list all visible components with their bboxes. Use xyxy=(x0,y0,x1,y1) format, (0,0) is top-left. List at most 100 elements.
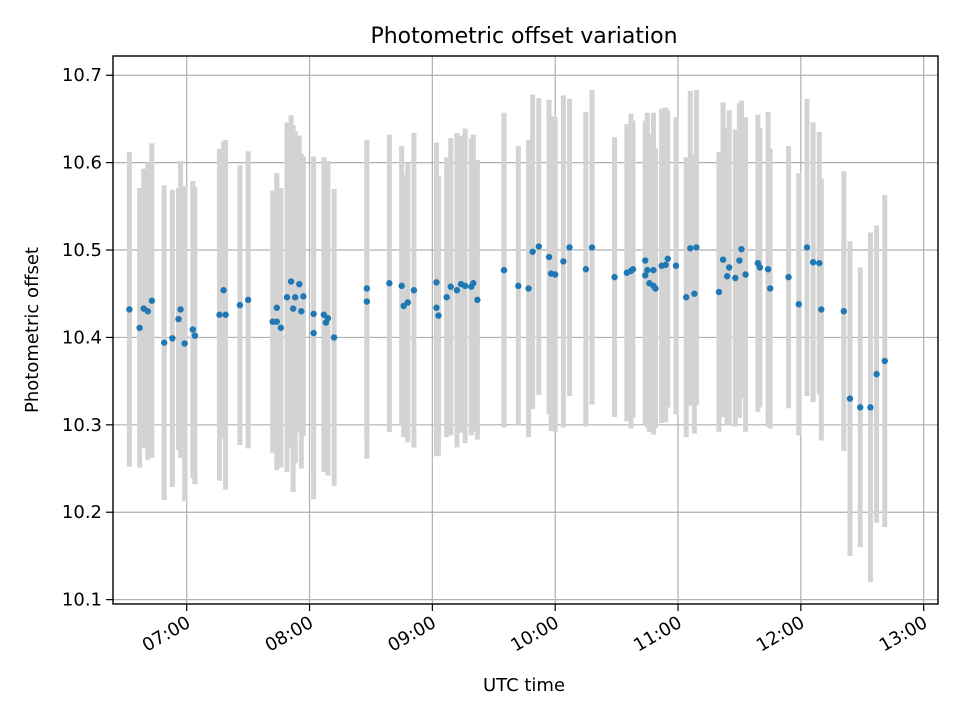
data-point xyxy=(189,326,197,333)
data-point xyxy=(283,294,291,301)
data-point xyxy=(529,248,536,255)
data-point xyxy=(795,301,802,308)
y-tick-label: 10.6 xyxy=(62,153,102,174)
data-point xyxy=(500,266,508,274)
data-point xyxy=(611,273,618,281)
data-point xyxy=(725,264,733,271)
data-point xyxy=(453,287,461,294)
data-point xyxy=(644,266,651,274)
data-point xyxy=(693,244,700,251)
data-points xyxy=(126,243,888,411)
data-point xyxy=(470,280,477,287)
data-point xyxy=(785,273,792,281)
data-point xyxy=(330,334,338,341)
y-tick-label: 10.7 xyxy=(62,65,102,86)
data-point xyxy=(126,306,133,313)
data-point xyxy=(566,244,573,251)
data-point xyxy=(300,293,307,300)
y-tick-label: 10.3 xyxy=(62,415,102,436)
y-tick-label: 10.4 xyxy=(62,327,102,348)
data-point xyxy=(840,308,848,315)
data-point xyxy=(691,290,698,297)
data-point xyxy=(287,278,295,285)
data-point xyxy=(816,259,823,267)
data-point xyxy=(273,304,280,311)
data-point xyxy=(650,266,657,274)
data-point xyxy=(324,315,332,322)
data-point xyxy=(588,244,596,251)
data-point xyxy=(363,285,371,292)
data-point xyxy=(719,256,727,263)
data-point xyxy=(642,257,649,264)
data-point xyxy=(764,266,772,273)
data-point xyxy=(551,271,559,278)
data-point xyxy=(386,280,393,287)
data-point xyxy=(160,339,168,346)
data-point xyxy=(560,258,567,265)
data-point xyxy=(244,296,252,304)
data-point xyxy=(857,404,864,411)
data-point xyxy=(433,279,440,286)
data-point xyxy=(291,294,299,301)
data-point xyxy=(535,243,543,250)
y-axis-label: Photometric offset xyxy=(22,247,43,413)
data-point xyxy=(723,273,731,280)
data-point xyxy=(652,285,659,292)
data-point xyxy=(687,245,694,252)
data-point xyxy=(310,310,317,318)
data-point xyxy=(662,261,669,269)
data-point xyxy=(461,282,469,290)
data-point xyxy=(310,329,317,337)
data-point xyxy=(136,324,143,332)
data-point xyxy=(642,272,649,279)
data-point xyxy=(738,245,745,253)
data-point xyxy=(515,282,522,290)
data-point xyxy=(433,304,440,311)
data-point xyxy=(220,287,227,294)
data-point xyxy=(181,340,188,347)
data-point xyxy=(273,318,280,325)
data-point xyxy=(818,306,825,313)
data-point xyxy=(169,335,176,342)
data-point xyxy=(683,294,690,301)
data-point xyxy=(447,283,454,290)
data-point xyxy=(443,294,450,301)
data-point xyxy=(410,287,418,294)
data-point xyxy=(296,280,303,288)
y-axis: 10.1 10.2 10.3 10.4 10.5 10.6 10.7 xyxy=(62,65,113,611)
data-point xyxy=(222,311,229,318)
y-tick-label: 10.1 xyxy=(62,590,102,611)
data-point xyxy=(742,271,749,278)
data-point xyxy=(881,357,888,365)
data-point xyxy=(803,244,811,251)
x-axis-label: UTC time xyxy=(483,675,565,696)
data-point xyxy=(191,332,199,339)
data-point xyxy=(148,297,156,304)
data-point xyxy=(732,274,739,282)
data-point xyxy=(582,266,590,273)
data-point xyxy=(236,301,244,309)
y-tick-label: 10.2 xyxy=(62,502,102,523)
data-point xyxy=(144,308,152,315)
data-point xyxy=(715,288,723,296)
data-point xyxy=(289,305,297,312)
data-point xyxy=(525,285,532,292)
data-point xyxy=(809,259,817,266)
data-point xyxy=(846,395,854,402)
data-point xyxy=(672,262,680,269)
data-point xyxy=(664,255,671,262)
data-point xyxy=(873,370,880,378)
data-point xyxy=(474,296,481,304)
y-tick-label: 10.5 xyxy=(62,240,102,261)
data-point xyxy=(404,299,411,306)
chart-title: Photometric offset variation xyxy=(370,24,677,49)
data-point xyxy=(629,266,637,273)
data-point xyxy=(756,264,764,271)
data-point xyxy=(177,306,184,313)
data-point xyxy=(435,312,442,319)
data-point xyxy=(398,282,405,290)
plot-area-frame xyxy=(112,55,939,605)
data-point xyxy=(175,315,182,323)
data-point xyxy=(216,311,223,318)
data-point xyxy=(736,257,743,264)
